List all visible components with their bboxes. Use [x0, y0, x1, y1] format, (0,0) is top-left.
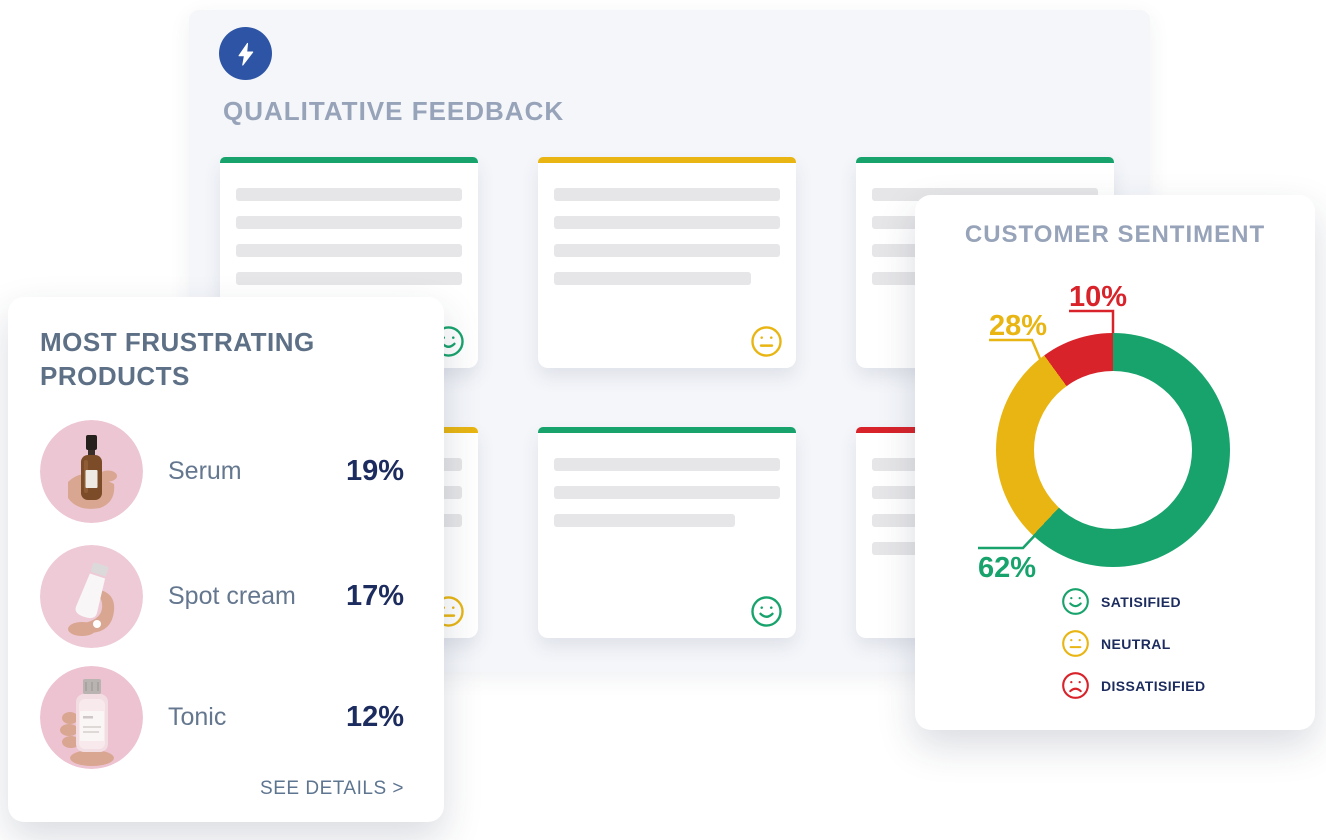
sentiment-card-title: CUSTOMER SENTIMENT [964, 221, 1266, 248]
happy-face-icon [751, 596, 782, 627]
card-accent-bar [856, 157, 1114, 163]
sad-face-icon [1062, 672, 1089, 699]
placeholder-text-line [554, 458, 780, 471]
products-card-title: MOST FRUSTRATING PRODUCTS [40, 325, 315, 393]
background-block-top-right [1172, 3, 1313, 190]
product-value: 19% [345, 455, 404, 487]
feedback-card-neutral [538, 157, 796, 368]
neutral-face-icon [1062, 630, 1089, 657]
card-accent-bar [538, 157, 796, 163]
donut-label-neutral: 28% [989, 310, 1048, 342]
placeholder-text-line [554, 188, 780, 201]
product-value: 12% [345, 701, 404, 733]
legend-item-satisfied: SATISIFIED [1061, 587, 1181, 616]
product-row-serum: Serum 19% [40, 420, 404, 523]
donut-label-dissatisfied: 10% [1069, 281, 1128, 313]
placeholder-text-line [554, 272, 751, 285]
lightning-bolt-icon [219, 27, 272, 80]
placeholder-text-line [554, 514, 735, 527]
leader-line-dissatisfied [1069, 309, 1115, 333]
placeholder-text-line [554, 216, 780, 229]
cream-tube-photo [40, 545, 143, 648]
product-name: Spot cream [168, 582, 296, 610]
product-name: Serum [168, 457, 242, 485]
legend-item-neutral: NEUTRAL [1061, 629, 1171, 658]
sentiment-donut-chart [996, 333, 1230, 567]
feedback-card-happy [538, 427, 796, 638]
happy-face-icon [1062, 588, 1089, 615]
placeholder-text-line [236, 272, 462, 285]
customer-sentiment-card: CUSTOMER SENTIMENT 10% 28% 62% SATISIFIE… [915, 195, 1315, 730]
card-face [750, 325, 783, 358]
tonic-bottle-photo [40, 666, 143, 769]
card-accent-bar [538, 427, 796, 433]
legend-label: SATISIFIED [1101, 593, 1181, 610]
card-accent-bar [220, 157, 478, 163]
background-block-bottom-middle [458, 695, 880, 840]
product-row-tonic: Tonic 12% [40, 666, 404, 769]
legend-label: DISSATISIFIED [1101, 677, 1206, 694]
placeholder-text-line [236, 188, 462, 201]
panel-title: QUALITATIVE FEEDBACK [223, 96, 565, 126]
lightning-bolt-glyph [238, 42, 253, 66]
placeholder-text-line [236, 244, 462, 257]
products-title-line1: MOST FRUSTRATING [40, 327, 315, 357]
background-block-top-left [2, 0, 178, 287]
background-block-bottom-right [897, 753, 1246, 840]
donut-label-satisfied: 62% [978, 552, 1037, 584]
card-face [750, 595, 783, 628]
placeholder-text-line [236, 216, 462, 229]
product-value: 17% [345, 580, 404, 612]
legend-item-dissatisfied: DISSATISIFIED [1061, 671, 1206, 700]
legend-label: NEUTRAL [1101, 635, 1171, 652]
most-frustrating-products-card: MOST FRUSTRATING PRODUCTS Serum 19% Spot … [8, 297, 444, 822]
neutral-face-icon [751, 326, 782, 357]
serum-bottle-photo [40, 420, 143, 523]
products-title-line2: PRODUCTS [40, 361, 190, 391]
leader-line-satisfied [978, 530, 1040, 550]
product-row-spot-cream: Spot cream 17% [40, 545, 404, 648]
placeholder-text-line [554, 244, 780, 257]
see-details-link[interactable]: SEE DETAILS > [260, 778, 404, 799]
placeholder-text-line [554, 486, 780, 499]
product-name: Tonic [168, 703, 227, 731]
